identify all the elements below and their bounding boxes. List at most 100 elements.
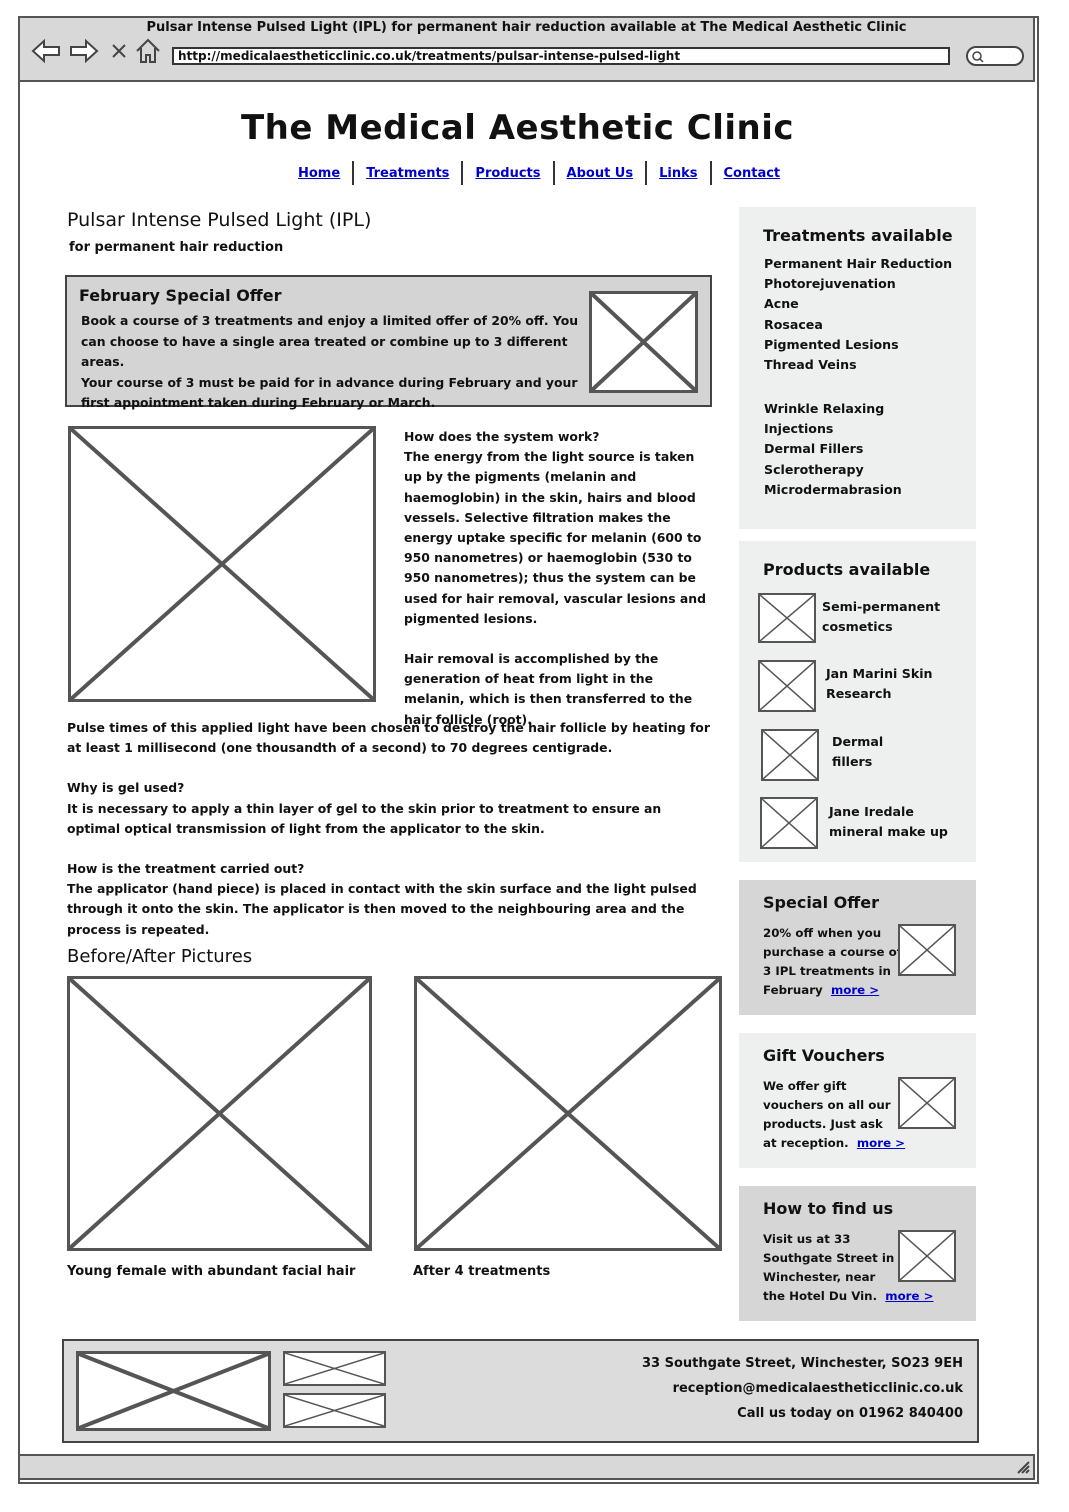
- special-offer-title: Special Offer: [763, 893, 879, 912]
- back-arrow-icon[interactable]: [30, 38, 62, 64]
- main-nav: Home Treatments Products About Us Links …: [286, 160, 792, 186]
- product-label-line: Jane Iredale: [829, 804, 914, 819]
- offer-paragraph: Book a course of 3 treatments and enjoy …: [81, 313, 579, 369]
- treatment-link[interactable]: Sclerotherapy: [764, 461, 864, 477]
- find-us-text: Visit us at 33 Southgate Street in Winch…: [763, 1230, 934, 1306]
- products-panel: Products available Semi-permanent cosmet…: [739, 541, 976, 862]
- url-input[interactable]: http://medicalaestheticclinic.co.uk/trea…: [172, 47, 950, 65]
- after-image-placeholder: [414, 976, 722, 1251]
- placeholder-cross-icon: [900, 926, 954, 974]
- text-line: purchase a course of: [763, 945, 902, 959]
- find-us-more-link[interactable]: more >: [885, 1289, 934, 1303]
- gift-vouchers-text: We offer gift vouchers on all our produc…: [763, 1077, 905, 1153]
- treatments-panel: Treatments available Permanent Hair Redu…: [739, 207, 976, 529]
- nav-home[interactable]: Home: [298, 165, 341, 181]
- answer-text: The energy from the light source is take…: [404, 449, 706, 626]
- special-offer-panel: Special Offer 20% off when you purchase …: [739, 880, 976, 1015]
- treatment-link[interactable]: Rosacea: [764, 316, 823, 332]
- treatment-link[interactable]: Microdermabrasion: [764, 481, 902, 497]
- treatment-link[interactable]: Permanent Hair Reduction: [764, 256, 953, 271]
- special-offer-image-placeholder: [898, 924, 956, 976]
- nav-products[interactable]: Products: [475, 165, 541, 181]
- placeholder-cross-icon: [417, 979, 719, 1248]
- placeholder-cross-icon: [763, 731, 817, 779]
- placeholder-cross-icon: [79, 1354, 268, 1428]
- nav-separator: [709, 161, 712, 185]
- special-offer-more-link[interactable]: more >: [830, 983, 880, 997]
- nav-treatments[interactable]: Treatments: [366, 165, 450, 181]
- offer-paragraph: Your course of 3 must be paid for in adv…: [81, 374, 578, 411]
- browser-status-bar: [18, 1454, 1035, 1480]
- placeholder-cross-icon: [592, 294, 695, 390]
- forward-arrow-icon[interactable]: [68, 38, 100, 64]
- page-heading: Pulsar Intense Pulsed Light (IPL): [67, 209, 372, 231]
- special-offer-text: 20% off when you purchase a course of 3 …: [763, 924, 902, 1000]
- nav-separator: [552, 161, 555, 185]
- product-label-line: mineral make up: [829, 824, 948, 839]
- treatment-link[interactable]: Acne: [764, 296, 799, 312]
- product-label-line: Dermal: [832, 734, 884, 749]
- nav-contact[interactable]: Contact: [723, 165, 781, 181]
- paragraph-text: Hair removal is accomplished by the gene…: [404, 651, 693, 727]
- product-image-placeholder[interactable]: [758, 593, 816, 643]
- product-label-line: Semi-permanent: [822, 599, 941, 614]
- treatment-link[interactable]: Dermal Fillers: [764, 441, 864, 457]
- text-line: 20% off when you: [763, 926, 882, 940]
- product-label-line: fillers: [832, 754, 873, 769]
- nav-about-us[interactable]: About Us: [566, 165, 634, 181]
- footer-logo-placeholder: [76, 1351, 271, 1431]
- placeholder-cross-icon: [900, 1232, 954, 1280]
- lower-text: Pulse times of this applied light have b…: [67, 718, 717, 960]
- gift-vouchers-title: Gift Vouchers: [763, 1046, 885, 1065]
- page-subtitle: for permanent hair reduction: [69, 240, 284, 255]
- placeholder-cross-icon: [70, 979, 369, 1248]
- treatment-image-placeholder: [68, 426, 376, 702]
- find-us-title: How to find us: [763, 1199, 894, 1218]
- text-line: February: [763, 983, 823, 997]
- product-image-placeholder[interactable]: [758, 660, 816, 712]
- nav-separator: [352, 161, 355, 185]
- resize-grip-icon[interactable]: [1014, 1458, 1032, 1476]
- treatment-link[interactable]: Photorejuvenation: [764, 276, 896, 292]
- product-link[interactable]: Jane Iredale mineral make up: [829, 802, 948, 842]
- before-after-heading: Before/After Pictures: [67, 946, 253, 967]
- nav-separator: [645, 161, 648, 185]
- treatment-link[interactable]: Pigmented Lesions: [764, 336, 899, 352]
- text-line: vouchers on all our: [763, 1098, 891, 1112]
- gift-vouchers-panel: Gift Vouchers We offer gift vouchers on …: [739, 1033, 976, 1168]
- close-icon[interactable]: [110, 42, 128, 60]
- placeholder-cross-icon: [900, 1079, 954, 1127]
- window-title: Pulsar Intense Pulsed Light (IPL) for pe…: [146, 20, 907, 35]
- site-title: The Medical Aesthetic Clinic: [240, 108, 795, 148]
- text-line: Winchester, near: [763, 1270, 876, 1284]
- footer-image-placeholder: [283, 1393, 386, 1428]
- gift-vouchers-image-placeholder: [898, 1077, 956, 1129]
- search-icon: [972, 51, 984, 63]
- footer-email[interactable]: reception@medicalaestheticclinic.co.uk: [672, 1381, 963, 1396]
- product-link[interactable]: Semi-permanent cosmetics: [822, 597, 940, 637]
- nav-links[interactable]: Links: [659, 165, 698, 181]
- search-input[interactable]: [966, 46, 1024, 66]
- product-image-placeholder[interactable]: [761, 729, 819, 781]
- treatment-link[interactable]: Injections: [764, 421, 834, 437]
- question-heading: How does the system work?: [404, 429, 600, 444]
- text-line: products. Just ask: [763, 1117, 883, 1131]
- text-line: 3 IPL treatments in: [763, 964, 891, 978]
- products-title: Products available: [763, 560, 931, 579]
- offer-image-placeholder: [589, 291, 698, 393]
- question-heading: Why is gel used?: [67, 780, 185, 796]
- after-caption: After 4 treatments: [413, 1264, 551, 1279]
- product-link[interactable]: Dermal fillers: [832, 732, 883, 772]
- treatment-link[interactable]: Wrinkle Relaxing: [764, 401, 885, 416]
- home-icon[interactable]: [134, 37, 162, 65]
- placeholder-cross-icon: [762, 799, 816, 847]
- product-image-placeholder[interactable]: [760, 797, 818, 849]
- product-label-line: Jan Marini Skin: [826, 666, 933, 681]
- text-line: We offer gift: [763, 1079, 847, 1093]
- treatments-list: Permanent Hair Reduction Photorejuvenati…: [764, 254, 952, 375]
- intro-text: How does the system work? The energy fro…: [404, 427, 716, 750]
- gift-vouchers-more-link[interactable]: more >: [856, 1136, 906, 1150]
- treatment-link[interactable]: Thread Veins: [764, 357, 857, 373]
- placeholder-cross-icon: [71, 429, 373, 699]
- product-link[interactable]: Jan Marini Skin Research: [826, 664, 933, 704]
